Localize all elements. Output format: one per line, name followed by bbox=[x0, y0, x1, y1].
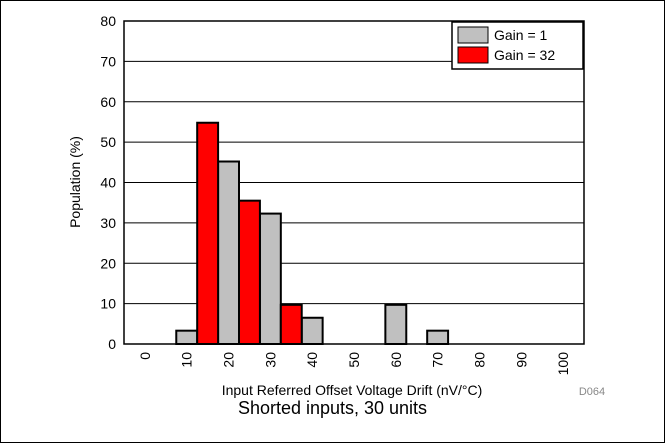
x-tick-label: 90 bbox=[513, 352, 529, 368]
x-tick-label: 60 bbox=[388, 352, 404, 368]
y-tick-label: 20 bbox=[100, 255, 116, 271]
y-tick-label: 60 bbox=[100, 94, 116, 110]
y-tick-label: 50 bbox=[100, 134, 116, 150]
bar bbox=[300, 316, 324, 346]
y-tick-label: 10 bbox=[100, 296, 116, 312]
x-tick-label: 70 bbox=[430, 352, 446, 368]
x-tick-label: 30 bbox=[262, 352, 278, 368]
bar bbox=[175, 329, 199, 345]
legend-swatch bbox=[457, 26, 489, 44]
chart-caption: Shorted inputs, 30 units bbox=[237, 398, 428, 418]
legend: Gain = 1 Gain = 32 bbox=[451, 21, 584, 70]
axes: 0 10 20 30 40 50 60 70 80 0 10 20 30 40 50 60 70 80 90 100 bbox=[100, 13, 585, 376]
x-tick-label: 80 bbox=[471, 352, 487, 368]
bar bbox=[238, 199, 261, 345]
y-axis-label: Population (%) bbox=[67, 136, 83, 228]
x-axis-label: Input Referred Offset Voltage Drift (nV/… bbox=[222, 382, 483, 398]
bar bbox=[279, 303, 303, 345]
bar bbox=[384, 303, 408, 345]
x-tick-label: 10 bbox=[179, 352, 195, 368]
x-tick-label: 20 bbox=[221, 352, 237, 368]
y-tick-label: 70 bbox=[100, 53, 116, 69]
bar bbox=[258, 212, 282, 345]
x-tick-label: 40 bbox=[304, 352, 320, 368]
bar bbox=[196, 121, 220, 346]
figure-id-label: D064 bbox=[579, 386, 605, 398]
bar bbox=[217, 160, 241, 345]
y-tick-label: 0 bbox=[108, 336, 116, 352]
y-tick-label: 80 bbox=[100, 13, 116, 29]
y-tick-label: 30 bbox=[100, 215, 116, 231]
legend-label: Gain = 32 bbox=[494, 47, 555, 63]
legend-label: Gain = 1 bbox=[494, 27, 548, 43]
bar bbox=[426, 329, 450, 345]
legend-swatch bbox=[457, 46, 489, 64]
plot-border bbox=[123, 20, 585, 345]
y-tick-label: 40 bbox=[100, 175, 116, 191]
x-tick-label: 100 bbox=[555, 352, 571, 376]
x-tick-label: 50 bbox=[346, 352, 362, 368]
bars bbox=[175, 121, 450, 346]
x-tick-label: 0 bbox=[137, 352, 153, 360]
